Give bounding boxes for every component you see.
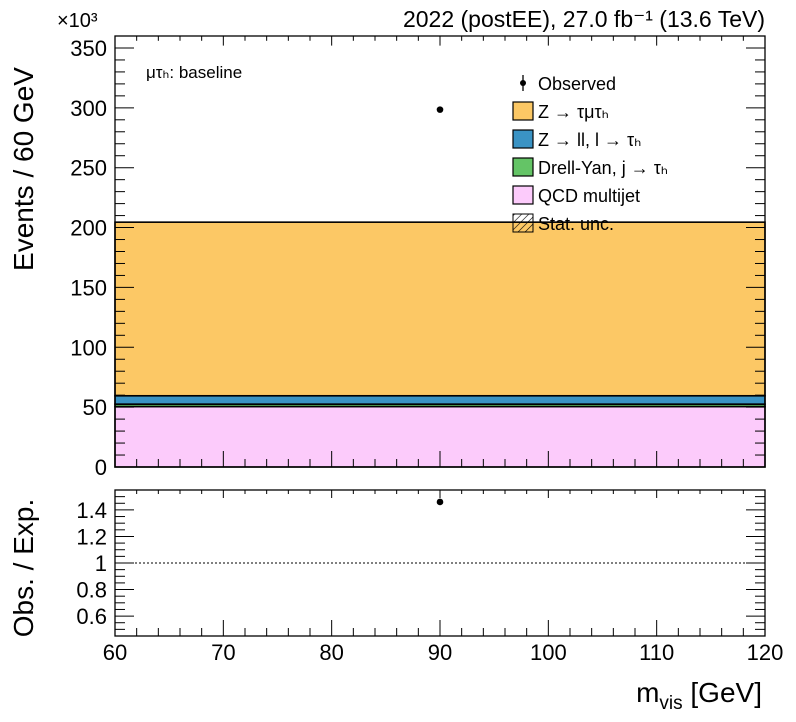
observed-point [436, 106, 444, 113]
chart-labels: 0 50 100 150 200 250 300 350 0.60.811.21.4 60 70 80… [8, 6, 783, 714]
ratio-ytick-label: 0.8 [76, 578, 107, 603]
ratio-ytick-label: 0.6 [76, 604, 107, 629]
xtick-label: 80 [319, 640, 343, 665]
main-ytick-label: 200 [70, 216, 107, 241]
legend-label-0: Observed [538, 74, 616, 94]
main-ytick-label: 150 [70, 275, 107, 300]
xtick-label: 120 [747, 640, 784, 665]
category-label: μτₕ: baseline [146, 63, 242, 82]
main-ytick-label: 0 [95, 455, 107, 480]
ratio-point [436, 498, 444, 506]
legend-swatch-4 [512, 185, 534, 205]
y-multiplier: ×10³ [57, 10, 98, 32]
main-ytick-label: 100 [70, 335, 107, 360]
x-axis-label: mvis [GeV] [636, 677, 762, 714]
main-panel [114, 35, 766, 468]
legend-swatch-3 [512, 157, 534, 177]
x-axis-label-unit: [GeV] [683, 677, 762, 708]
ratio-panel [114, 489, 766, 637]
ratio-ytick-label: 1.2 [76, 524, 107, 549]
xtick-label: 90 [428, 640, 452, 665]
main-ytick-label: 300 [70, 96, 107, 121]
main-ytick-label: 250 [70, 156, 107, 181]
xtick-label: 70 [211, 640, 235, 665]
legend-label-2: Z → ll, l → τₕ [538, 130, 641, 150]
legend-label-5: Stat. unc. [538, 214, 614, 234]
y-axis-label: Events / 60 GeV [8, 67, 39, 271]
legend-label-4: QCD multijet [538, 186, 640, 206]
legend-swatch-2 [512, 129, 534, 149]
ratio-ytick-label: 1.4 [76, 498, 107, 523]
xtick-label: 110 [639, 640, 674, 665]
ratio-y-axis-label: Obs. / Exp. [8, 499, 39, 638]
ratio-ytick-label: 1 [95, 551, 107, 576]
xtick-label: 60 [103, 640, 127, 665]
header-right: 2022 (postEE), 27.0 fb⁻¹ (13.6 TeV) [403, 6, 765, 32]
xtick-label: 100 [530, 640, 567, 665]
main-ytick-label: 350 [70, 36, 107, 61]
legend-label-1: Z → τμτₕ [538, 102, 609, 122]
stack-bar-2 [114, 394, 766, 405]
main-ytick-label: 50 [83, 395, 107, 420]
x-axis-label-sub: vis [659, 693, 682, 714]
legend-swatch-hatch [512, 213, 534, 233]
legend-label-3: Drell-Yan, j → τₕ [538, 158, 668, 178]
stack-bar-3 [114, 221, 766, 397]
legend-swatch-1 [512, 101, 534, 121]
x-axis-label-main: m [636, 677, 659, 708]
